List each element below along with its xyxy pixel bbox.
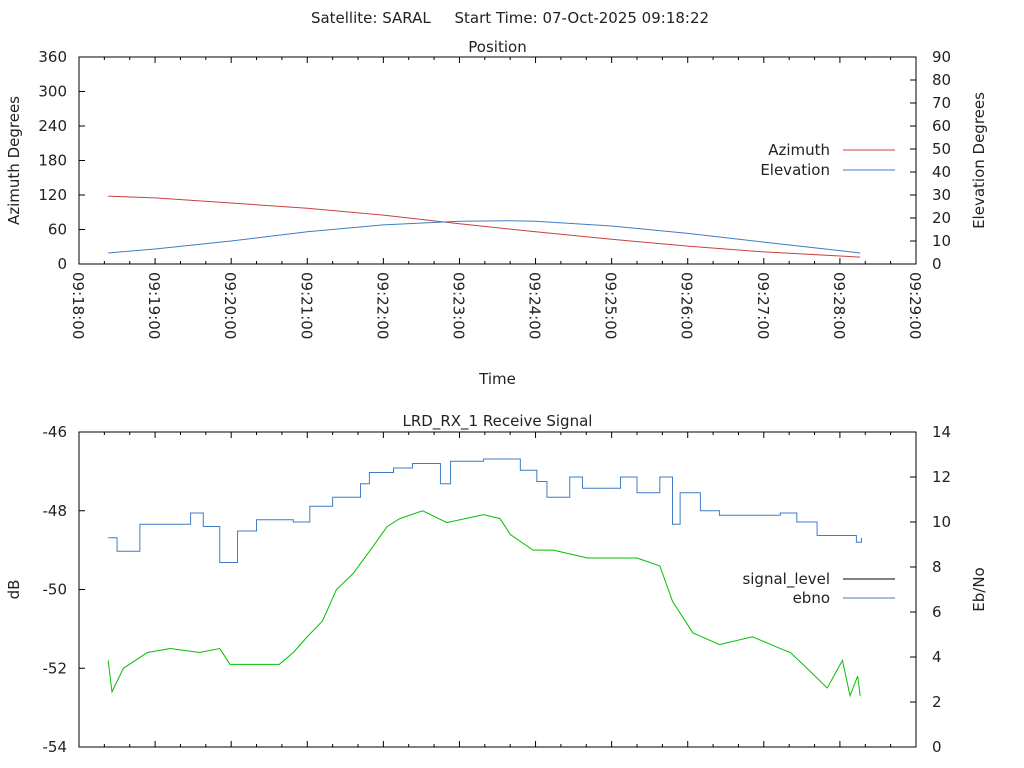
y2-tick-label: 90 — [932, 48, 951, 66]
x-tick-label: 09:28:00 — [830, 272, 848, 339]
receive-signal-chart: LRD_RX_1 Receive Signal -54 -52 -50 -48 -46 0 2… — [5, 412, 988, 756]
y-tick-label: 120 — [38, 186, 67, 204]
series-line-ebno — [108, 458, 862, 563]
y-tick-label: 240 — [38, 117, 67, 135]
y-tick-label: -50 — [43, 581, 68, 599]
y2-axis-label: Elevation Degrees — [970, 92, 988, 229]
y-tick-label: 300 — [38, 83, 67, 101]
y-axis-label: dB — [5, 580, 23, 600]
y2-tick-label: 60 — [932, 117, 951, 135]
y-tick-label: 0 — [57, 255, 67, 273]
y-tick-label: -48 — [43, 502, 68, 520]
chart-title: Position — [468, 38, 526, 56]
x-tick-label: 09:27:00 — [754, 272, 772, 339]
x-tick-label: 09:19:00 — [145, 272, 163, 339]
page-title: Satellite: SARAL Start Time: 07-Oct-2025… — [311, 9, 709, 27]
plot-frame — [78, 431, 917, 748]
y2-tick-label: 0 — [932, 738, 942, 756]
y2-tick-label: 20 — [932, 209, 951, 227]
series-line-azimuth — [108, 195, 861, 258]
y-tick-label: -54 — [43, 738, 68, 756]
legend-label: Azimuth — [768, 141, 830, 159]
y2-tick-label: 40 — [932, 163, 951, 181]
y-axis-label: Azimuth Degrees — [5, 96, 23, 225]
x-tick-label: 09:21:00 — [297, 272, 315, 339]
y-tick-label: 360 — [38, 48, 67, 66]
x-tick-label: 09:25:00 — [602, 272, 620, 339]
x-tick-label: 09:20:00 — [221, 272, 239, 339]
legend-label: Elevation — [760, 161, 830, 179]
legend-label: ebno — [793, 589, 830, 607]
series-line-elevation — [108, 220, 861, 254]
y2-tick-label: 12 — [932, 468, 951, 486]
y2-tick-label: 4 — [932, 648, 942, 666]
x-tick-label: 09:22:00 — [373, 272, 391, 339]
x-axis-label: Time — [478, 370, 516, 388]
position-chart: Position 09:18:00 09:19:00 09:20:00 09:21:00… — [5, 38, 988, 388]
y-tick-label: 60 — [48, 221, 67, 239]
y2-tick-label: 50 — [932, 140, 951, 158]
x-tick-label: 09:18:00 — [69, 272, 87, 339]
y2-tick-label: 14 — [932, 423, 951, 441]
y2-tick-label: 10 — [932, 232, 951, 250]
x-tick-label: 09:26:00 — [678, 272, 696, 339]
y2-tick-label: 80 — [932, 71, 951, 89]
y2-tick-label: 10 — [932, 513, 951, 531]
y2-axis-label: Eb/No — [970, 567, 988, 611]
y2-tick-label: 6 — [932, 603, 942, 621]
y2-tick-label: 8 — [932, 558, 942, 576]
y2-tick-label: 2 — [932, 693, 942, 711]
legend-label: signal_level — [742, 570, 830, 589]
y-tick-label: 180 — [38, 152, 67, 170]
x-tick-label: 09:24:00 — [526, 272, 544, 339]
x-tick-label: 09:29:00 — [906, 272, 924, 339]
y2-tick-label: 30 — [932, 186, 951, 204]
x-tick-label: 09:23:00 — [449, 272, 467, 339]
y2-tick-label: 0 — [932, 255, 942, 273]
y2-tick-label: 70 — [932, 94, 951, 112]
series-line-signal-level — [107, 510, 861, 698]
chart-title: LRD_RX_1 Receive Signal — [403, 412, 593, 431]
y-tick-label: -46 — [43, 423, 68, 441]
y-tick-label: -52 — [43, 659, 68, 677]
